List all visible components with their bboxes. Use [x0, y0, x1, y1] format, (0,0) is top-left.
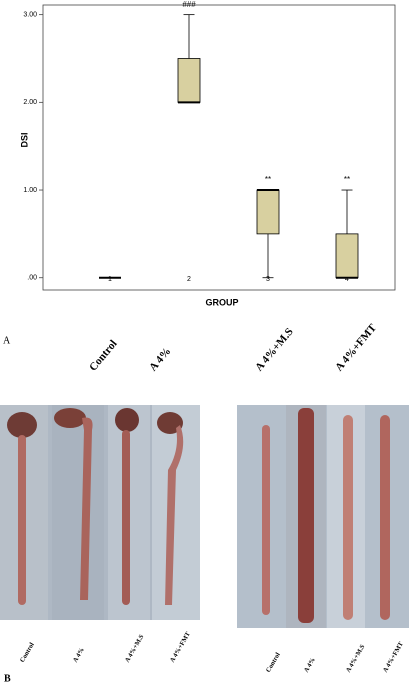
y-tick-label: 2.00 [23, 99, 37, 106]
x-tick-label: 4 [345, 276, 349, 283]
group-label: A 4%+M.S [253, 326, 296, 374]
x-tick-label: 1 [108, 276, 112, 283]
y-tick-label: 1.00 [23, 187, 37, 194]
photo-left [0, 405, 200, 620]
panel-label: A [3, 335, 11, 346]
photo-caption: Control [19, 641, 36, 663]
photo-caption: A 4% [72, 647, 86, 664]
photo-caption: A 4%+FMT [169, 630, 192, 663]
annotation: ** [265, 175, 271, 184]
y-tick-label: .00 [27, 275, 37, 282]
photo-caption: A 4% [303, 657, 317, 674]
photo-caption: A 4%+M.S [345, 643, 367, 673]
photo-caption: Control [265, 651, 282, 673]
y-axis-title: DSI [19, 132, 29, 147]
photo-right [237, 405, 409, 628]
photo-caption: A 4%+M.S [124, 633, 146, 663]
x-tick-label: 3 [266, 276, 270, 283]
panel-label: B [4, 673, 11, 684]
x-axis-title: GROUP [205, 297, 238, 307]
group-label: A 4% [147, 345, 173, 373]
y-tick-label: 3.00 [23, 11, 37, 18]
annotation: ** [344, 175, 350, 184]
box [335, 233, 359, 279]
group-label: Control [87, 338, 120, 374]
group-label: A 4%+FMT [333, 321, 379, 373]
photo-caption: A 4%+FMT [382, 640, 405, 673]
x-tick-label: 2 [187, 276, 191, 283]
annotation: ### [182, 0, 196, 9]
box [177, 58, 201, 103]
box [256, 189, 280, 235]
